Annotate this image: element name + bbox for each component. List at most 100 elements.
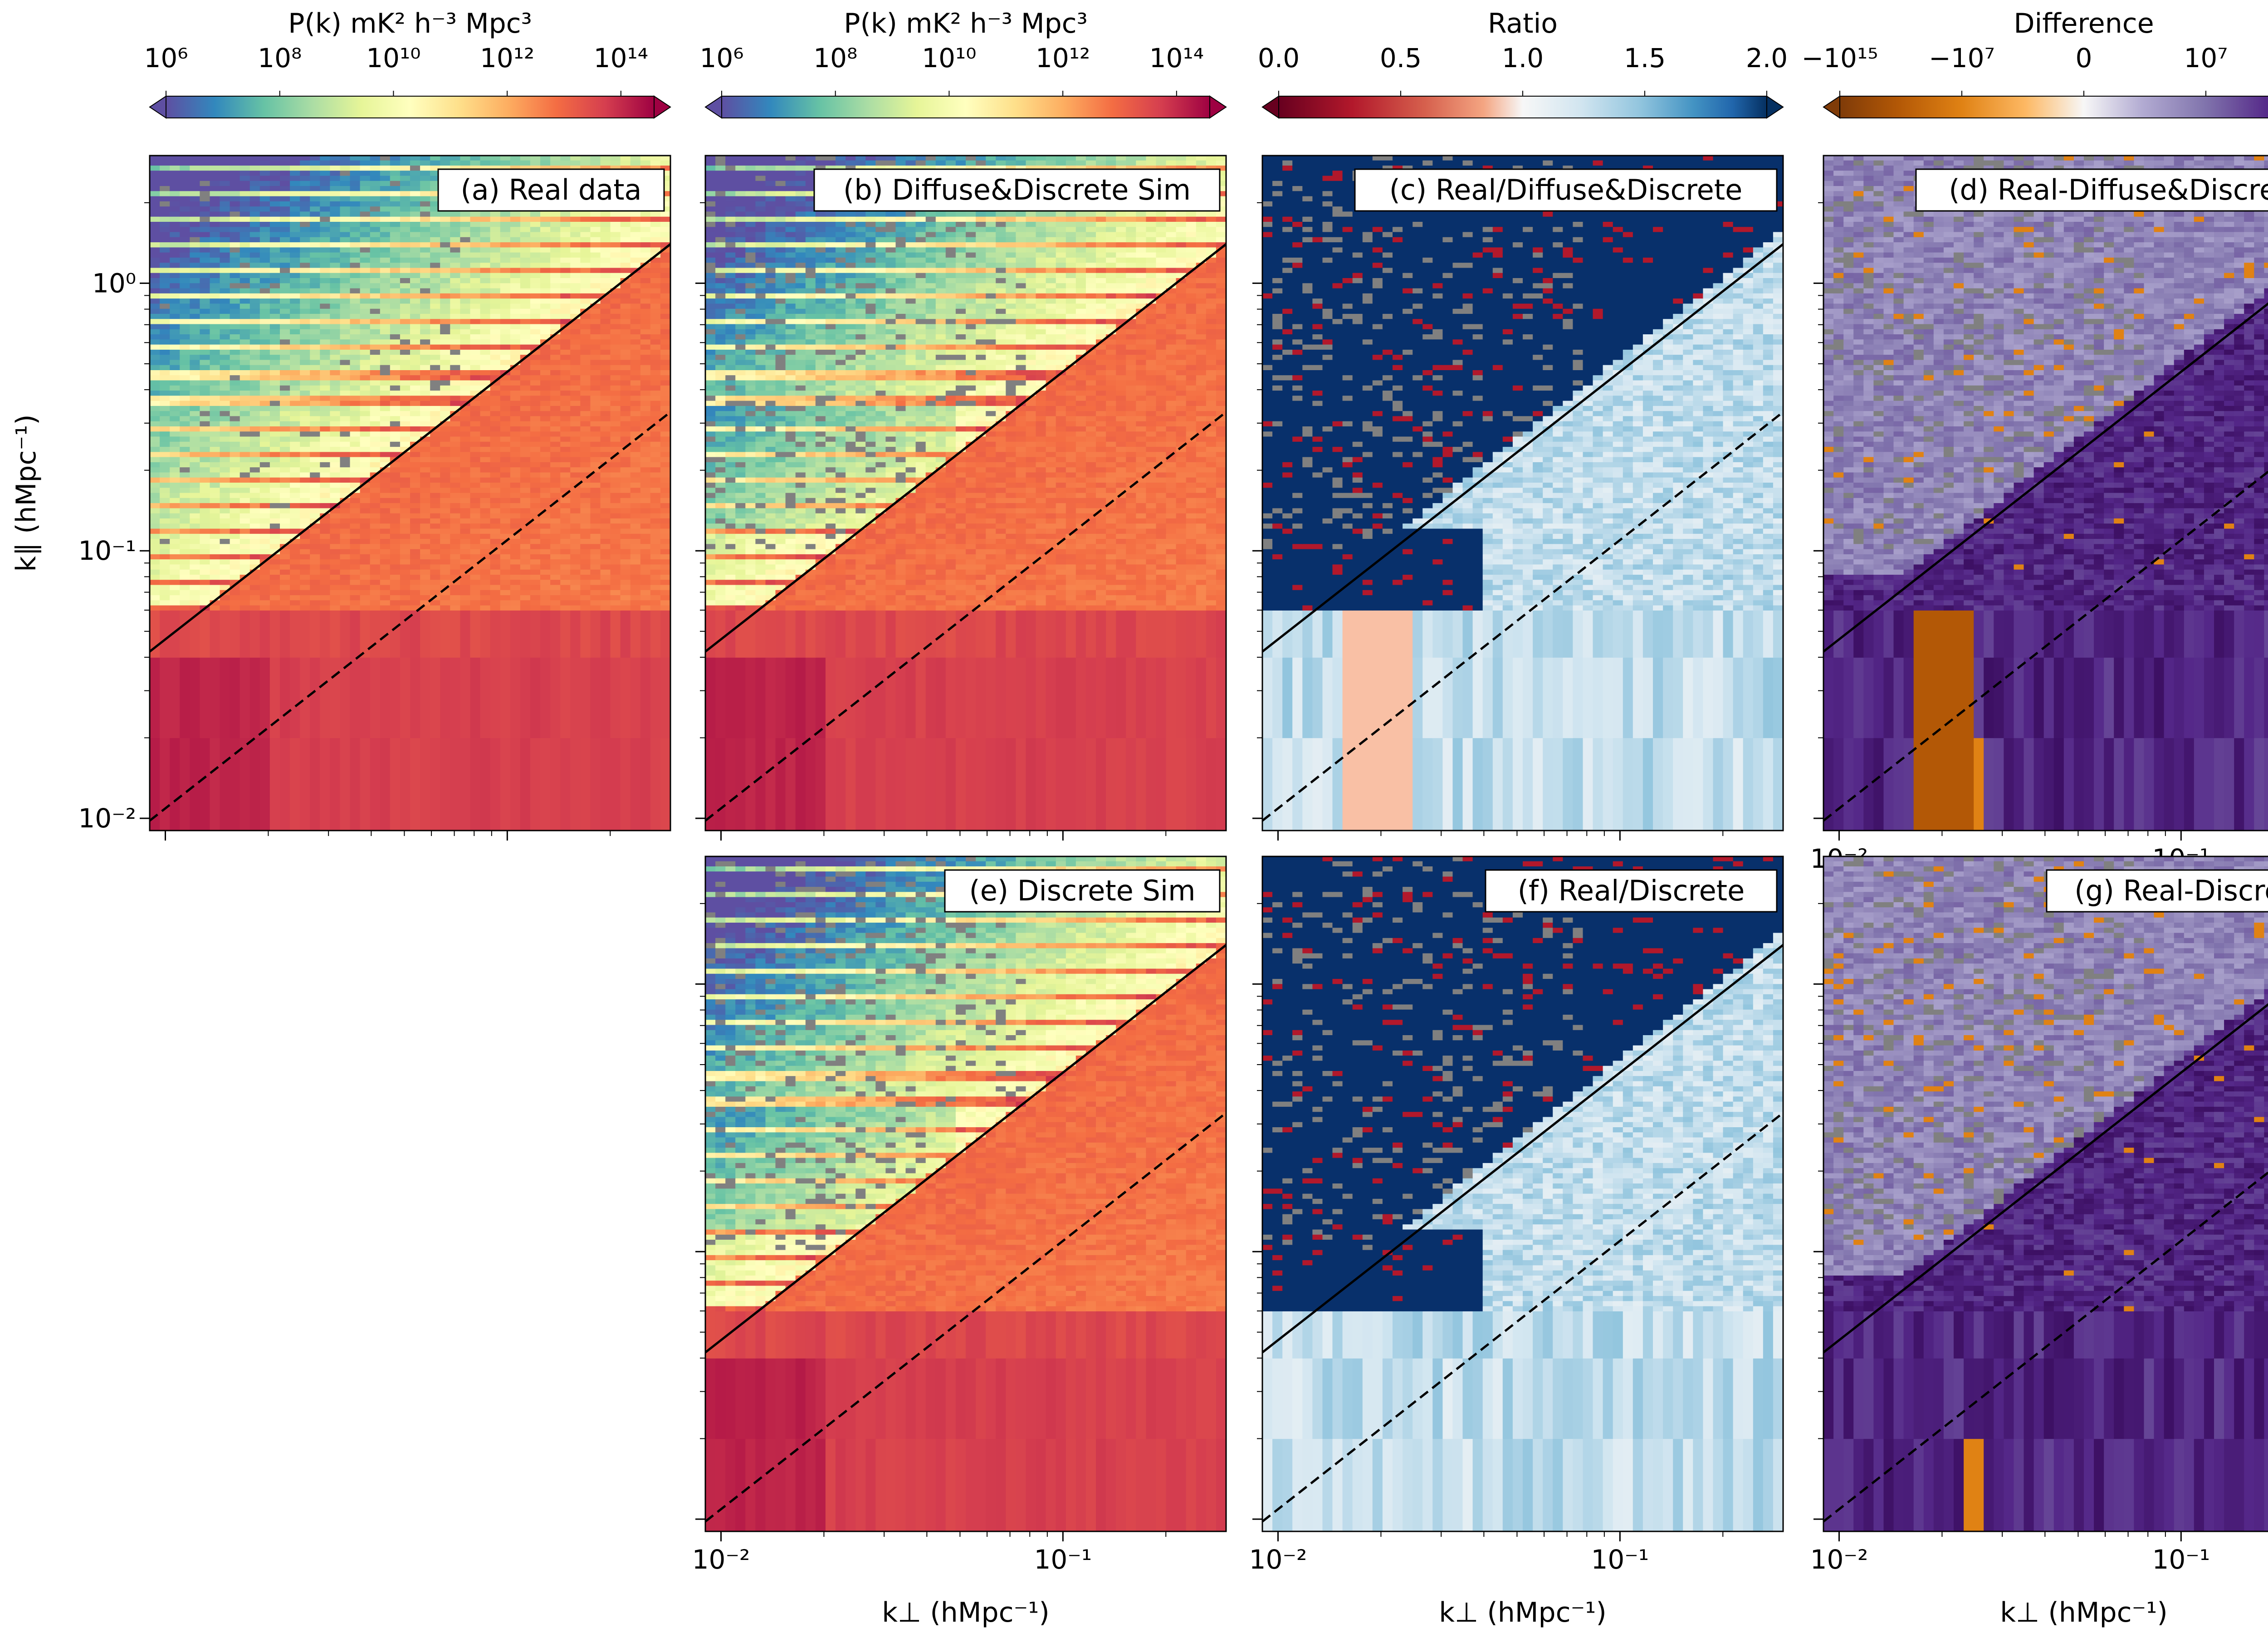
- heatmap-cell: [370, 181, 381, 186]
- heatmap-cell: [190, 365, 200, 370]
- heatmap-cell: [640, 318, 651, 324]
- heatmap-cell: [360, 472, 371, 478]
- heatmap-cell: [260, 324, 270, 329]
- heatmap-cell: [150, 559, 160, 564]
- heatmap-cell: [380, 513, 391, 518]
- heatmap-cell: [210, 365, 220, 370]
- heatmap-cell: [380, 221, 391, 227]
- heatmap-cell: [550, 657, 561, 738]
- heatmap-cell: [190, 452, 200, 457]
- heatmap-cell: [601, 574, 611, 580]
- heatmap-cell: [400, 349, 411, 355]
- heatmap-cell: [390, 411, 401, 416]
- heatmap-cell: [560, 262, 571, 268]
- heatmap-cell: [570, 262, 581, 268]
- heatmap-cell: [430, 590, 440, 595]
- heatmap-cell: [601, 595, 611, 600]
- heatmap-cell: [340, 533, 351, 539]
- heatmap-cell: [220, 396, 230, 401]
- heatmap-cell: [390, 569, 401, 575]
- heatmap-cell: [460, 508, 470, 513]
- heatmap-cell: [260, 308, 270, 314]
- heatmap-cell: [150, 416, 160, 421]
- heatmap-cell: [230, 610, 240, 658]
- heatmap-cell: [200, 288, 210, 293]
- heatmap-cell: [190, 375, 200, 380]
- heatmap-cell: [310, 313, 320, 319]
- heatmap-cell: [200, 334, 210, 339]
- heatmap-cell: [230, 181, 240, 186]
- heatmap-cell: [350, 170, 361, 176]
- heatmap-cell: [590, 513, 601, 518]
- heatmap-cell: [250, 738, 260, 831]
- heatmap-cell: [230, 574, 240, 580]
- heatmap-cell: [170, 518, 180, 523]
- heatmap-cell: [290, 181, 300, 186]
- heatmap-cell: [260, 360, 270, 365]
- heatmap-cell: [410, 600, 420, 606]
- heatmap-cell: [540, 554, 551, 559]
- heatmap-cell: [500, 493, 511, 498]
- heatmap-cell: [390, 488, 401, 493]
- heatmap-cell: [340, 416, 351, 421]
- heatmap-cell: [410, 564, 420, 570]
- heatmap-cell: [520, 396, 531, 401]
- heatmap-cell: [520, 329, 531, 334]
- heatmap-cell: [180, 211, 190, 217]
- heatmap-cell: [510, 436, 521, 442]
- heatmap-cell: [340, 216, 351, 222]
- heatmap-cell: [270, 298, 280, 303]
- heatmap-cell: [510, 385, 521, 391]
- heatmap-cell: [300, 349, 310, 355]
- heatmap-cell: [190, 329, 200, 334]
- heatmap-cell: [250, 513, 260, 518]
- heatmap-cell: [330, 308, 340, 314]
- heatmap-cell: [360, 385, 371, 391]
- heatmap-cell: [150, 600, 160, 606]
- heatmap-cell: [650, 242, 661, 247]
- heatmap-cell: [270, 401, 280, 406]
- heatmap-cell: [440, 298, 450, 303]
- heatmap-cell: [170, 457, 180, 462]
- heatmap-cell: [190, 523, 200, 528]
- heatmap-cell: [370, 441, 381, 447]
- heatmap-cell: [470, 600, 481, 606]
- heatmap-cell: [360, 206, 371, 211]
- heatmap-cell: [420, 247, 430, 253]
- colorbar-tick-label: 10¹⁴: [594, 43, 648, 73]
- heatmap-cell: [210, 579, 220, 585]
- heatmap-cell: [150, 590, 160, 595]
- heatmap-cell: [360, 579, 371, 585]
- heatmap-cell: [580, 610, 591, 658]
- heatmap-cell: [530, 283, 541, 288]
- heatmap-cell: [480, 242, 491, 247]
- heatmap-cell: [570, 360, 581, 365]
- heatmap-cell: [631, 482, 641, 488]
- heatmap-cell: [220, 211, 230, 217]
- heatmap-cell: [300, 262, 310, 268]
- heatmap-cell: [560, 375, 571, 380]
- heatmap-cell: [550, 452, 561, 457]
- heatmap-cell: [420, 226, 430, 232]
- heatmap-cell: [580, 216, 591, 222]
- heatmap-cell: [660, 610, 671, 658]
- heatmap-cell: [520, 595, 531, 600]
- heatmap-cell: [180, 436, 190, 442]
- heatmap-cell: [640, 595, 651, 600]
- heatmap-cell: [601, 446, 611, 452]
- heatmap-cell: [400, 579, 411, 585]
- heatmap-cell: [280, 375, 290, 380]
- heatmap-cell: [510, 257, 521, 263]
- heatmap-cell: [631, 308, 641, 314]
- heatmap-cell: [580, 262, 591, 268]
- heatmap-cell: [410, 585, 420, 590]
- heatmap-cell: [490, 441, 501, 447]
- heatmap-cell: [650, 273, 661, 278]
- heatmap-cell: [450, 590, 460, 595]
- colorbar-4: Difference−10¹⁵−10⁷010⁷10¹⁵: [1802, 8, 2268, 118]
- heatmap-cell: [300, 482, 310, 488]
- heatmap-cell: [611, 273, 621, 278]
- heatmap-cell: [510, 421, 521, 426]
- heatmap-cell: [180, 370, 190, 375]
- heatmap-cell: [560, 462, 571, 467]
